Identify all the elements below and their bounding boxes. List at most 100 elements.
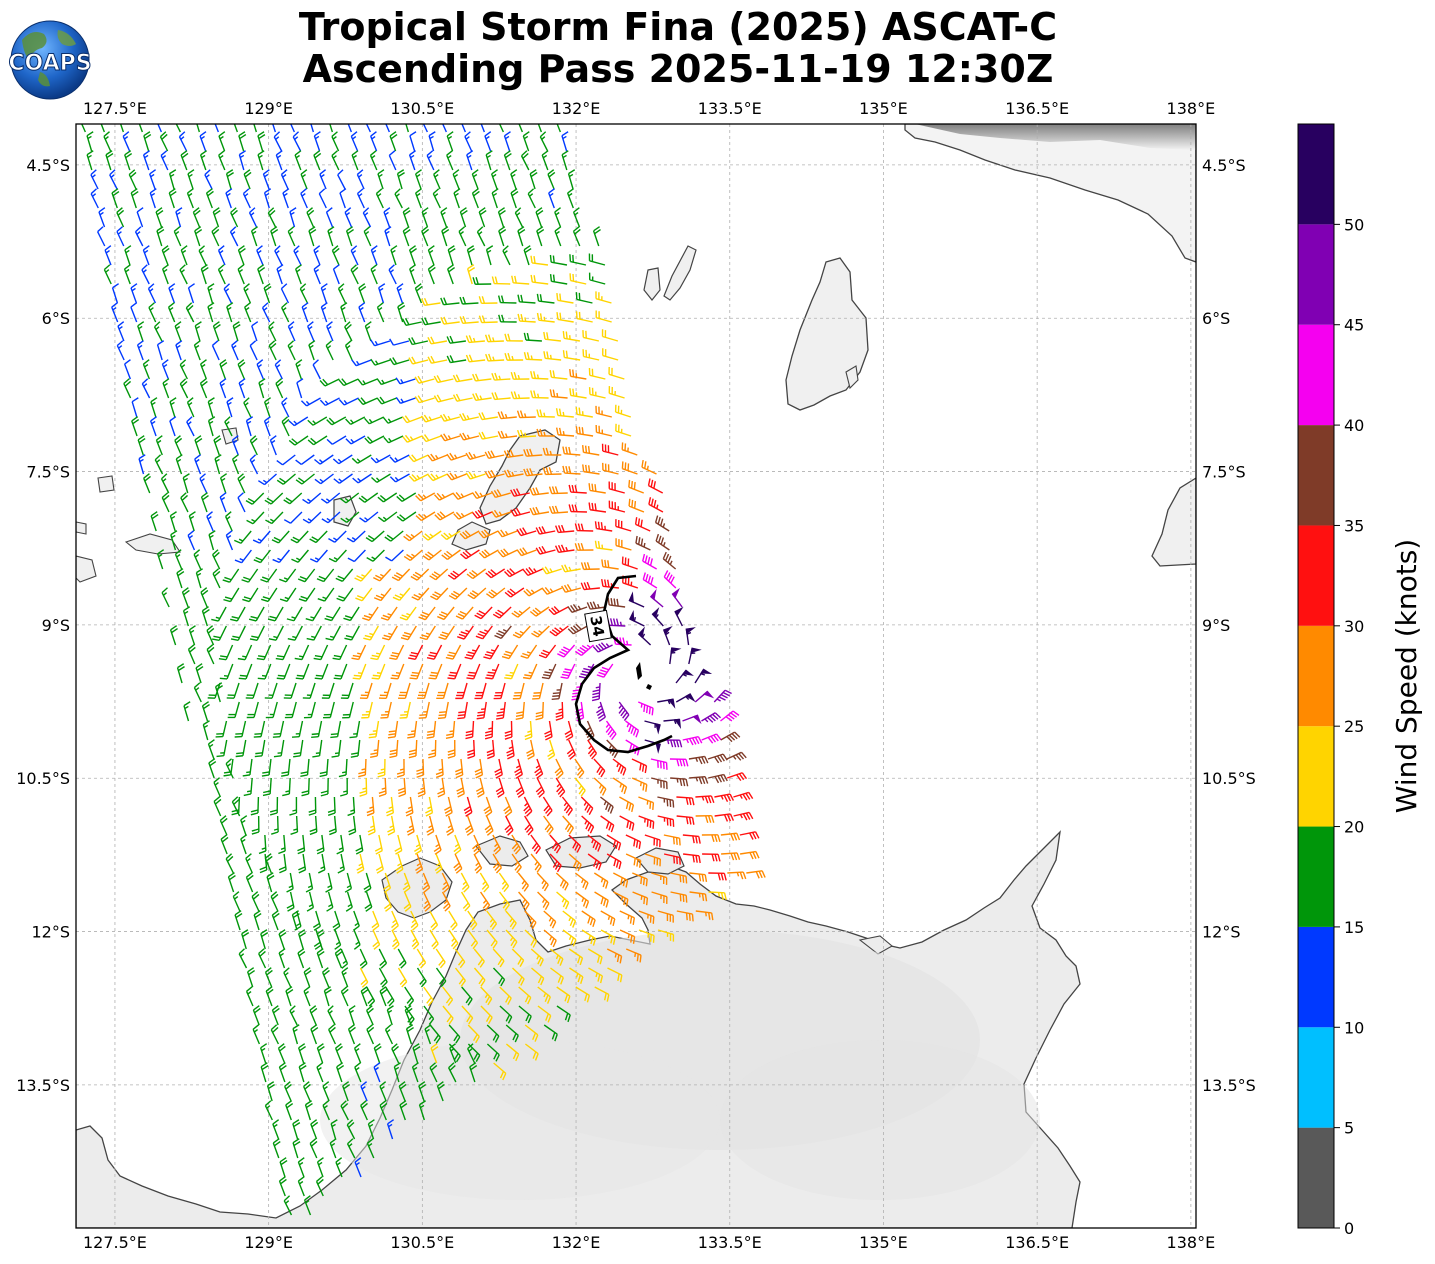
wind-barb xyxy=(452,374,473,383)
wind-barb xyxy=(503,796,513,817)
wind-barb xyxy=(340,948,349,969)
wind-barb xyxy=(231,340,239,361)
wind-barb xyxy=(86,150,94,171)
wind-barb xyxy=(150,416,157,437)
wind-barb xyxy=(314,663,329,680)
wind-barb xyxy=(504,333,523,342)
wind-barb xyxy=(286,872,294,893)
wind-barb xyxy=(174,549,183,570)
wind-barb xyxy=(336,1062,345,1083)
wind-barb xyxy=(420,297,441,307)
wind-barb xyxy=(111,188,120,209)
wind-barb xyxy=(430,587,449,601)
wind-barb xyxy=(727,871,747,880)
wind-barb xyxy=(466,568,487,580)
wind-barb xyxy=(250,796,260,816)
wind-barb xyxy=(264,967,273,988)
wind-barb xyxy=(454,948,466,969)
wind-barb xyxy=(325,207,334,228)
wind-barb xyxy=(648,497,664,513)
wind-barb xyxy=(606,834,622,851)
wind-barb xyxy=(504,352,524,361)
tick-label-lat-right: 7.5°S xyxy=(1202,463,1246,482)
wind-barb xyxy=(357,397,378,406)
wind-barb xyxy=(391,910,399,931)
wind-barb xyxy=(295,454,315,466)
wind-barb xyxy=(306,625,322,641)
wind-barb xyxy=(226,302,234,323)
wind-barbs xyxy=(81,124,766,1216)
wind-barb xyxy=(225,758,234,779)
figure-title: Tropical Storm Fina (2025) ASCAT-C Ascen… xyxy=(0,6,1356,90)
wind-barb xyxy=(415,492,436,502)
land-new-guinea xyxy=(904,124,1196,263)
wind-barb xyxy=(637,701,654,716)
wind-barb xyxy=(494,625,512,640)
wind-barb xyxy=(682,714,702,725)
wind-barb xyxy=(524,910,537,930)
wind-barb xyxy=(414,395,435,404)
wind-barb xyxy=(360,1100,368,1121)
wind-barb xyxy=(211,606,227,622)
colorbar-bin xyxy=(1298,1027,1334,1128)
wind-barb xyxy=(293,245,302,266)
wind-barb xyxy=(651,777,668,790)
wind-barb xyxy=(193,340,201,361)
wind-barb xyxy=(257,150,265,171)
wind-barb xyxy=(535,777,545,798)
wind-barb xyxy=(245,416,254,437)
wind-barb xyxy=(720,731,741,743)
wind-barb xyxy=(608,386,625,399)
wind-barb xyxy=(410,568,430,581)
wind-barb xyxy=(455,606,474,620)
wind-barb xyxy=(466,245,475,266)
wind-barb xyxy=(343,606,360,622)
wind-barb xyxy=(294,910,302,931)
wind-barb xyxy=(575,891,590,909)
wind-barb xyxy=(394,188,403,209)
wind-barb xyxy=(464,815,474,836)
colorbar-tick-label: 30 xyxy=(1344,617,1364,636)
wind-barb xyxy=(134,226,144,247)
wind-barb xyxy=(237,492,246,513)
wind-barb xyxy=(219,378,227,399)
wind-barb xyxy=(561,564,581,573)
wind-barb xyxy=(321,682,335,699)
wind-barb xyxy=(663,570,677,589)
tick-label-lon-top: 129°E xyxy=(244,99,293,118)
wind-barb xyxy=(514,207,524,228)
wind-barb xyxy=(478,315,498,324)
wind-barb xyxy=(270,226,279,247)
wind-barb xyxy=(414,169,422,190)
wind-barb xyxy=(187,530,196,551)
wind-barb xyxy=(560,663,576,680)
wind-barb xyxy=(628,591,645,608)
wind-barb xyxy=(688,755,709,765)
wind-barb xyxy=(486,1024,500,1043)
wind-barb xyxy=(344,872,353,893)
colorbar-tick-label: 20 xyxy=(1344,818,1364,837)
wind-barb xyxy=(408,356,429,365)
wind-barb xyxy=(364,321,372,342)
wind-barb xyxy=(397,777,407,798)
wind-barb xyxy=(297,568,316,583)
wind-barb xyxy=(332,644,348,661)
wind-barb xyxy=(124,150,133,171)
wind-barb xyxy=(202,720,210,741)
map-panel: 34 xyxy=(76,124,1196,1228)
wind-barb xyxy=(524,815,534,836)
wind-barb xyxy=(123,378,132,399)
wind-barb xyxy=(581,445,600,456)
wind-barb xyxy=(251,891,260,912)
wind-barb xyxy=(569,368,587,380)
wind-barb xyxy=(542,467,562,476)
wind-barb xyxy=(421,530,442,541)
wind-barb xyxy=(510,507,531,517)
wind-barb xyxy=(619,815,635,831)
wind-barb xyxy=(326,891,334,912)
wind-barb xyxy=(520,644,538,659)
wind-barb xyxy=(207,416,216,437)
wind-barb xyxy=(580,581,600,591)
wind-barb xyxy=(241,929,250,950)
wind-barb xyxy=(260,1062,269,1083)
